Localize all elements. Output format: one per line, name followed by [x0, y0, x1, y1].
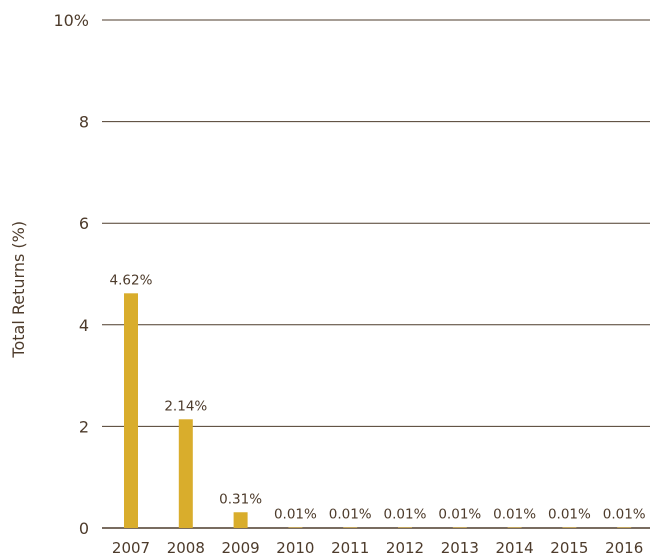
- y-axis-title: Total Returns (%): [9, 221, 28, 359]
- data-label-2013: 0.01%: [438, 506, 481, 522]
- data-label-2016: 0.01%: [603, 506, 646, 522]
- y-tick-label: 6: [79, 214, 89, 233]
- x-tick-label-2011: 2011: [331, 539, 369, 557]
- bars: [124, 293, 632, 528]
- data-label-2010: 0.01%: [274, 506, 317, 522]
- x-tick-label-2016: 2016: [605, 539, 643, 557]
- bar-2009: [233, 512, 248, 528]
- x-tick-label-2015: 2015: [550, 539, 588, 557]
- bar-2013: [452, 527, 467, 528]
- y-axis-ticks: 0 2 4 6 8 10%: [53, 11, 89, 538]
- data-label-2009: 0.31%: [219, 491, 262, 507]
- y-tick-label: 0: [79, 519, 89, 538]
- x-axis-ticks: 2007 2008 2009 2010 2011 2012 2013 2014 2015 2016: [112, 539, 643, 557]
- bar-2011: [343, 527, 358, 528]
- bar-2007: [124, 293, 138, 528]
- data-label-2014: 0.01%: [493, 506, 536, 522]
- data-label-2008: 2.14%: [164, 398, 207, 414]
- bar-2008: [178, 419, 193, 528]
- bar-2010: [288, 527, 303, 528]
- data-label-2012: 0.01%: [384, 506, 427, 522]
- bar-2015: [562, 527, 577, 528]
- x-tick-label-2013: 2013: [441, 539, 479, 557]
- data-label-2015: 0.01%: [548, 506, 591, 522]
- data-labels: 4.62% 2.14% 0.31% 0.01% 0.01% 0.01% 0.01% 0.01%…: [110, 272, 646, 522]
- y-tick-label: 4: [79, 316, 89, 335]
- x-tick-label-2012: 2012: [386, 539, 424, 557]
- x-tick-label-2007: 2007: [112, 539, 150, 557]
- x-tick-label-2010: 2010: [276, 539, 314, 557]
- y-tick-label: 10%: [53, 11, 89, 30]
- x-tick-label-2008: 2008: [167, 539, 205, 557]
- y-tick-label: 2: [79, 417, 89, 436]
- data-label-2011: 0.01%: [329, 506, 372, 522]
- x-tick-label-2014: 2014: [496, 539, 534, 557]
- bar-2014: [507, 527, 522, 528]
- y-tick-label: 8: [79, 113, 89, 132]
- bar-2016: [617, 527, 632, 528]
- gridlines: [102, 19, 650, 529]
- bar-2012: [398, 527, 412, 528]
- data-label-2007: 4.62%: [110, 272, 153, 288]
- x-tick-label-2009: 2009: [222, 539, 260, 557]
